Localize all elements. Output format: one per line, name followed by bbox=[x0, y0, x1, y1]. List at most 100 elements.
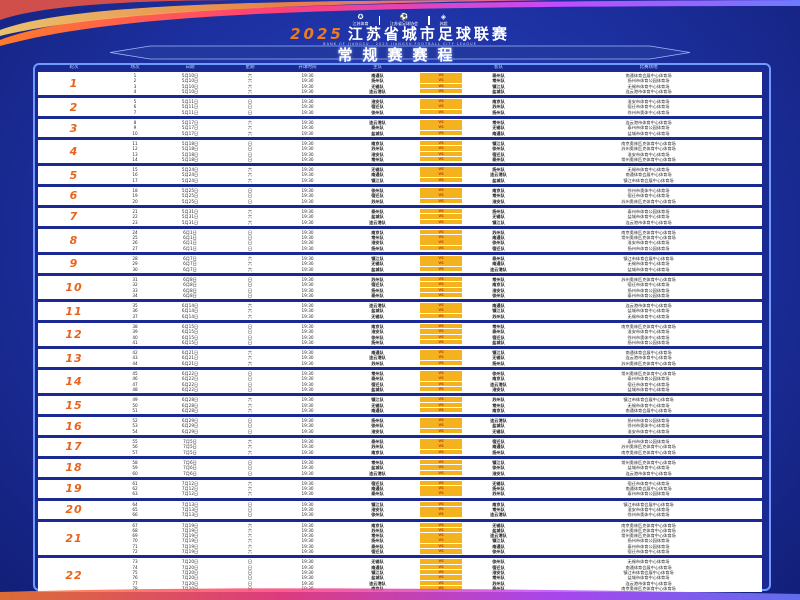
match-number: 50 bbox=[132, 402, 138, 408]
match-date: 5月11日 bbox=[181, 104, 199, 110]
table-row: 5 5月11日 日 19:30 淮安队 VS 南京队 淮安市体育中心体育场 bbox=[110, 99, 762, 104]
home-team: 南通队 bbox=[371, 172, 384, 178]
match-date: 7月19日 bbox=[181, 533, 199, 539]
vs-badge: VS bbox=[420, 355, 462, 360]
vs-cell: VS bbox=[420, 308, 462, 313]
match-number: 57 bbox=[132, 449, 138, 455]
vs-badge: VS bbox=[420, 261, 462, 266]
kickoff-time: 19:30 bbox=[301, 350, 314, 356]
vs-cell: VS bbox=[420, 303, 462, 308]
away-team: 无锡队 bbox=[492, 355, 505, 361]
match-date: 5月10日 bbox=[181, 83, 199, 89]
match-date: 7月19日 bbox=[181, 549, 199, 555]
vs-badge: VS bbox=[420, 580, 462, 586]
away-team: 无锡队 bbox=[492, 125, 505, 131]
match-date: 6月8日 bbox=[183, 287, 197, 293]
header-vs bbox=[420, 65, 462, 71]
vs-badge: VS bbox=[420, 130, 462, 136]
match-weekday: 日 bbox=[247, 245, 253, 251]
venue: 徐州市奥体中心体育场 bbox=[627, 423, 670, 429]
match-weekday: 六 bbox=[247, 439, 253, 445]
table-row: 49 6月28日 六 19:30 镇江队 VS 苏州队 镇江市体育会展中心体育场 bbox=[110, 397, 762, 402]
venue: 南通体育会展中心体育场 bbox=[625, 407, 672, 413]
kickoff-time: 19:30 bbox=[301, 109, 314, 115]
venue: 徐州市奥体中心体育场 bbox=[627, 109, 670, 115]
kickoff-time: 19:30 bbox=[301, 386, 314, 392]
match-number: 74 bbox=[132, 564, 138, 570]
match-weekday: 六 bbox=[247, 402, 253, 408]
kickoff-time: 19:30 bbox=[301, 282, 314, 288]
table-row: 34 6月8日 日 19:30 泰州队 VS 徐州队 泰州市体育公园体育场 bbox=[110, 292, 762, 298]
vs-cell: VS bbox=[420, 78, 462, 83]
table-row: 69 7月19日 六 19:30 常州队 VS 连云港队 常州奥林匹克体育中心体育场 bbox=[110, 533, 762, 538]
vs-cell: VS bbox=[420, 381, 462, 387]
match-weekday: 日 bbox=[247, 334, 253, 340]
venue: 镇江市体育会展中心体育场 bbox=[623, 501, 674, 507]
match-number: 65 bbox=[132, 507, 138, 512]
venue: 无锡市体育中心体育场 bbox=[627, 313, 670, 319]
match-weekday: 日 bbox=[247, 146, 253, 152]
home-team: 无锡队 bbox=[371, 261, 384, 267]
away-team: 镇江队 bbox=[492, 140, 505, 146]
vs-badge: VS bbox=[420, 109, 462, 115]
vs-badge: VS bbox=[420, 350, 462, 355]
venue: 徐州市奥体中心体育场 bbox=[627, 188, 670, 194]
round-matches: 11 5月18日日 19:30 南京队 VS 镇江队 南京奥林匹克体育中心体育场 12 5月18… bbox=[110, 140, 762, 162]
match-number: 11 bbox=[132, 140, 138, 146]
away-team: 连云港队 bbox=[490, 533, 507, 539]
table-row: 78 7月20日 日 19:30 南京队 VS 泰州队 南京奥林匹克体育中心体育场 bbox=[110, 585, 762, 591]
match-number: 25 bbox=[132, 235, 138, 241]
table-row: 29 6月7日 六 19:30 无锡队 VS 南通队 无锡市体育中心体育场 bbox=[110, 261, 762, 266]
match-date: 6月29日 bbox=[181, 423, 199, 429]
away-team: 盐城队 bbox=[492, 339, 505, 345]
match-number: 72 bbox=[132, 549, 138, 555]
match-weekday: 日 bbox=[247, 418, 253, 424]
table-row: 65 7月13日 日 19:30 淮安队 VS 常州队 淮安市体育中心体育场 bbox=[110, 507, 762, 512]
match-date: 7月20日 bbox=[181, 569, 199, 575]
match-date: 6月15日 bbox=[181, 339, 199, 345]
match-number: 5 bbox=[133, 99, 137, 105]
match-number: 33 bbox=[132, 287, 138, 293]
home-team: 盐城队 bbox=[371, 308, 384, 314]
home-team: 南京队 bbox=[371, 585, 384, 591]
home-team: 苏州队 bbox=[371, 198, 384, 204]
kickoff-time: 19:30 bbox=[301, 355, 314, 361]
kickoff-time: 19:30 bbox=[301, 240, 314, 246]
vs-badge: VS bbox=[420, 376, 462, 381]
venue: 盐城市体育中心体育场 bbox=[627, 575, 670, 581]
match-number: 51 bbox=[132, 407, 138, 413]
round-matches: 42 6月21日六 19:30 南通队 VS 镇江队 南通体育会展中心体育场 43 6月21日六… bbox=[110, 350, 762, 366]
kickoff-time: 19:30 bbox=[301, 549, 314, 555]
venue: 苏州奥林匹克体育中心体育场 bbox=[621, 146, 676, 152]
match-number: 55 bbox=[132, 439, 138, 445]
home-team: 南京队 bbox=[371, 229, 384, 235]
home-team: 盐城队 bbox=[371, 266, 384, 272]
vs-cell: VS bbox=[420, 580, 462, 586]
match-weekday: 日 bbox=[247, 575, 253, 581]
venue: 苏州奥林匹克体育中心体育场 bbox=[621, 527, 676, 533]
kickoff-time: 19:30 bbox=[301, 527, 314, 533]
away-team: 常州队 bbox=[492, 276, 505, 282]
vs-cell: VS bbox=[420, 549, 462, 554]
match-date: 6月21日 bbox=[181, 360, 199, 366]
match-weekday: 六 bbox=[247, 308, 253, 314]
match-number: 14 bbox=[132, 156, 138, 162]
kickoff-time: 19:30 bbox=[301, 229, 314, 235]
match-date: 5月10日 bbox=[181, 73, 199, 78]
round-group: 11 35 6月14日六 19:30 连云港队 VS 南通队 连云港市体育中心体育场 36 6月1… bbox=[38, 302, 762, 320]
kickoff-time: 19:30 bbox=[301, 449, 314, 455]
away-team: 镇江队 bbox=[492, 350, 505, 356]
match-number: 19 bbox=[132, 193, 138, 199]
match-weekday: 日 bbox=[247, 339, 253, 345]
kickoff-time: 19:30 bbox=[301, 470, 314, 476]
round-group: 15 49 6月28日六 19:30 镇江队 VS 苏州队 镇江市体育会展中心体育场 50 6月2… bbox=[38, 396, 762, 415]
vs-badge: VS bbox=[420, 177, 462, 183]
match-weekday: 日 bbox=[247, 287, 253, 293]
vs-badge: VS bbox=[420, 146, 462, 151]
vs-badge: VS bbox=[420, 360, 462, 366]
match-weekday: 日 bbox=[247, 104, 253, 110]
match-date: 6月15日 bbox=[181, 323, 199, 329]
match-date: 6月1日 bbox=[183, 245, 197, 251]
venue: 连云港市体育中心体育场 bbox=[625, 355, 672, 361]
match-date: 7月12日 bbox=[181, 480, 199, 486]
